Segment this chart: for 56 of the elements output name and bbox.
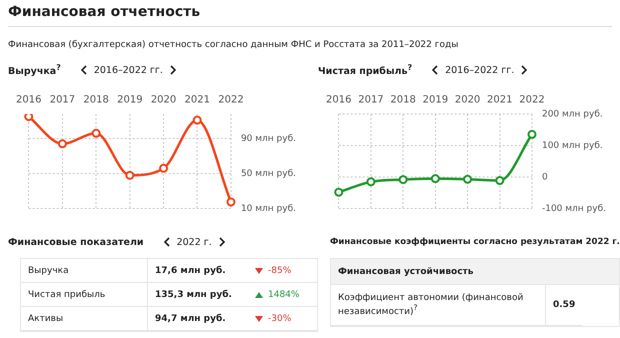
text: -85%: [248, 259, 317, 283]
x-tick-label: 2019: [422, 94, 448, 106]
text: Активы: [21, 307, 148, 331]
x-tick-label: 2022: [218, 94, 244, 106]
x-tick-label: 2020: [150, 94, 176, 106]
point: [125, 170, 134, 180]
point: [24, 114, 34, 122]
chart-title: Выручка$^{?}$: [8, 62, 61, 78]
y-tick-label: 50 млн руб.: [240, 168, 296, 179]
point: [92, 128, 101, 138]
y-tick-label: -100 млн руб.: [542, 204, 606, 214]
text: 135,3 млн руб.: [148, 283, 248, 307]
x-tick-label: 2018: [83, 94, 109, 106]
y-tick-label: 200 млн руб.: [542, 109, 603, 120]
chart-title: Чистая прибыль$^{?}$: [318, 62, 412, 78]
text: 94,7 млн руб.: [148, 307, 248, 331]
text: 2022 г.: [176, 236, 212, 248]
text: Коэффициент автономии (финансовой независимости)$^{?}$: [338, 293, 524, 317]
y-tick-label: 90 млн руб.: [240, 134, 296, 144]
point: [192, 116, 202, 125]
x-tick-label: 2020: [454, 94, 480, 106]
chart-subtitle: 2016–2022 гг.: [94, 64, 163, 76]
x-tick-label: 2022: [519, 94, 545, 106]
point: [495, 176, 504, 186]
point: [159, 164, 168, 173]
text: Финансовая устойчивость: [331, 259, 619, 285]
point: [366, 177, 376, 186]
x-tick-label: 2019: [117, 94, 143, 106]
point: [226, 197, 236, 206]
text: 17,6 млн руб.: [148, 259, 248, 283]
text: 0.59: [546, 285, 582, 326]
text: Выручка: [21, 259, 148, 283]
x-tick-label: 2021: [184, 94, 210, 106]
x-tick-label: 2016: [326, 94, 352, 106]
point: [463, 174, 472, 184]
point: [430, 174, 440, 184]
y-tick-label: 100 млн руб.: [542, 140, 603, 151]
x-tick-label: 2017: [50, 94, 76, 106]
x-tick-label: 2016: [16, 94, 42, 106]
y-tick-label: 10 млн руб.: [240, 204, 296, 214]
chart-subtitle: 2016–2022 гг.: [445, 64, 514, 76]
x-tick-label: 2021: [487, 94, 512, 106]
x-tick-label: 2017: [358, 94, 384, 106]
text: Чистая прибыль: [21, 283, 148, 307]
point: [527, 130, 536, 139]
x-tick-label: 2018: [390, 94, 416, 106]
text: -30%: [248, 307, 317, 331]
text: 1484%: [248, 283, 317, 307]
point: [334, 188, 344, 197]
text: Финансовая (бухгалтерская) отчетность согласно данным ФНС и Росстата за 2011–2022 годы: [8, 40, 460, 50]
text: Финансовая отчетность: [8, 0, 612, 27]
text: Финансовые показатели: [8, 236, 144, 248]
point: [58, 139, 67, 148]
y-tick-label: 0: [542, 172, 548, 182]
point: [398, 175, 408, 184]
text: Финансовые коэффициенты согласно результатам 2022 г.: [330, 237, 620, 247]
